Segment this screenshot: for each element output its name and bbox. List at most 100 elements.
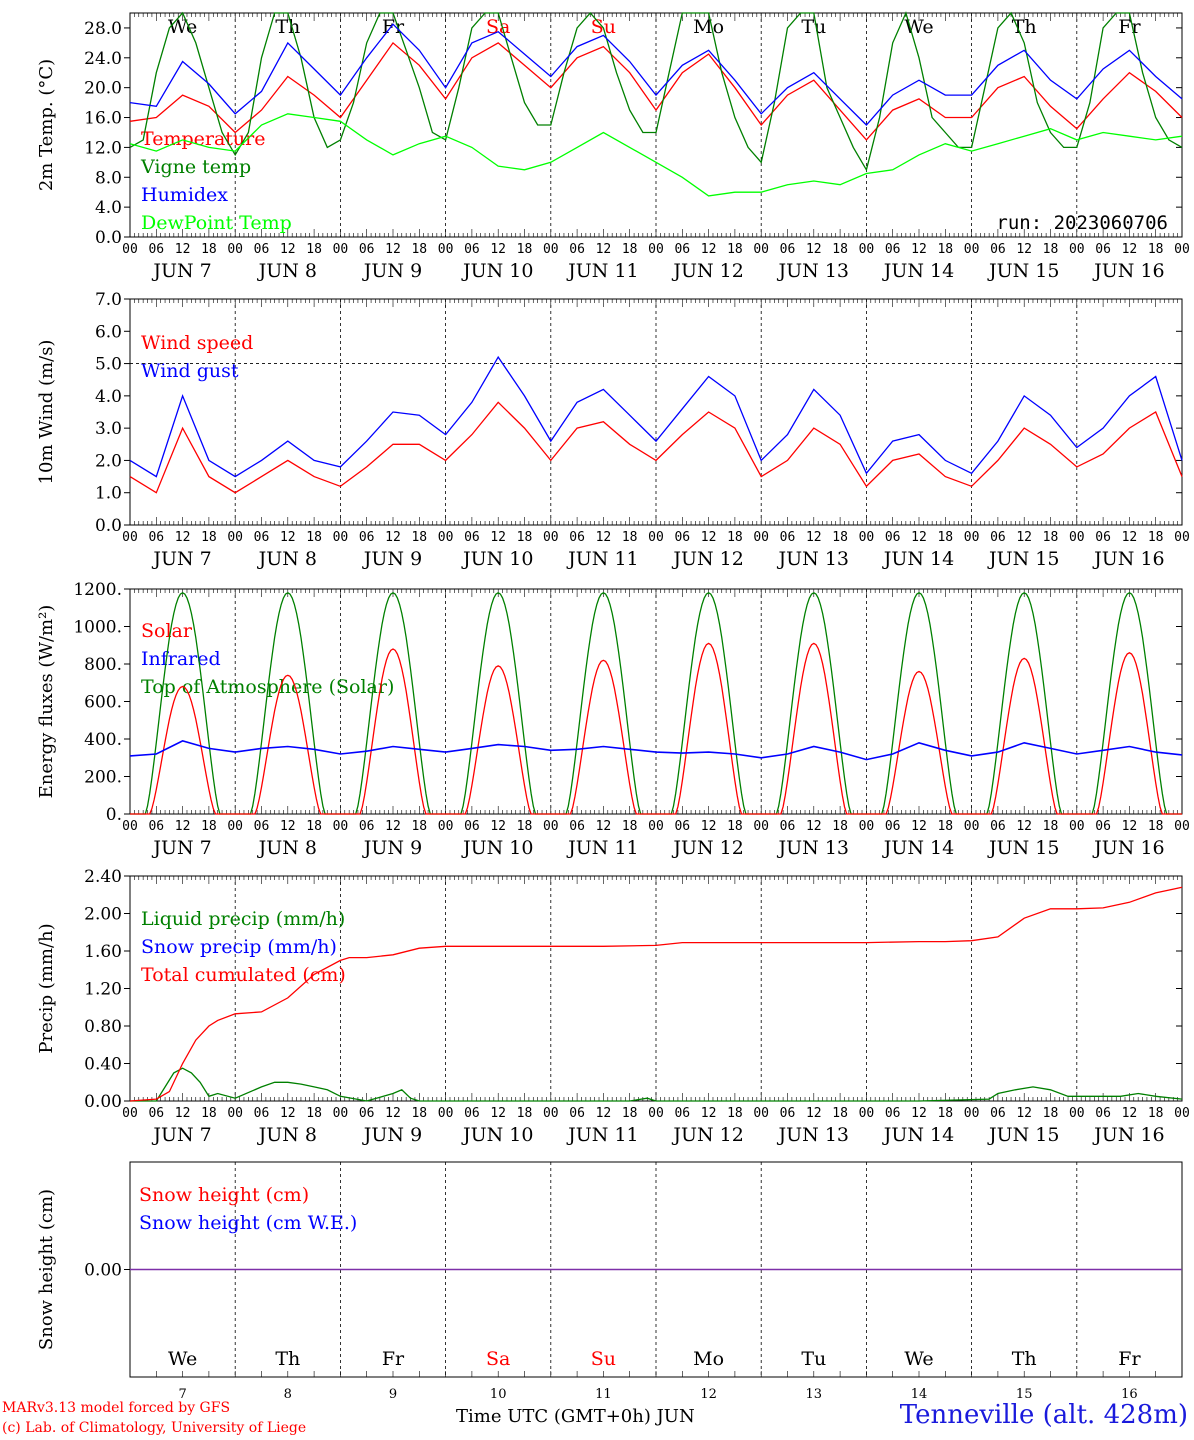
- hour-tick-label: 00: [1174, 819, 1190, 834]
- y-tick-label: 1.0: [95, 484, 122, 504]
- date-label: JUN 10: [461, 260, 533, 282]
- hour-tick-label: 18: [937, 1106, 953, 1121]
- hour-tick-label: 06: [464, 819, 480, 834]
- y-tick-label: 12.0: [84, 138, 122, 158]
- hour-tick-label: 06: [885, 530, 901, 545]
- hour-tick-label: 06: [464, 242, 480, 257]
- hour-tick-label: 06: [780, 242, 796, 257]
- hour-tick-label: 00: [1174, 530, 1190, 545]
- weekday-label: Mo: [693, 1348, 724, 1370]
- hour-tick-label: 00: [859, 530, 875, 545]
- hour-tick-label: 12: [701, 530, 717, 545]
- y-tick-label: 0.40: [84, 1055, 122, 1075]
- y-axis-label: 2m Temp. (°C): [36, 59, 57, 191]
- legend-entry: Liquid precip (mm/h): [141, 908, 345, 930]
- day-number-label: 15: [1016, 1387, 1033, 1402]
- hour-tick-label: 00: [964, 819, 980, 834]
- date-label: JUN 16: [1092, 260, 1164, 282]
- hour-tick-label: 18: [517, 1106, 533, 1121]
- hour-tick-label: 06: [990, 1106, 1006, 1121]
- hour-tick-label: 00: [753, 242, 769, 257]
- y-tick-label: 20.0: [84, 79, 122, 99]
- hour-tick-label: 18: [517, 530, 533, 545]
- hour-tick-label: 00: [122, 1106, 138, 1121]
- y-axis-label: Precip (mm/h): [36, 923, 57, 1053]
- hour-tick-label: 00: [964, 530, 980, 545]
- weekday-label: Su: [591, 1348, 616, 1370]
- date-label: JUN 13: [777, 260, 849, 282]
- weekday-label: Tu: [801, 16, 826, 38]
- y-tick-label: 4.0: [95, 198, 122, 218]
- hour-tick-label: 00: [333, 242, 349, 257]
- date-label: JUN 12: [671, 837, 743, 859]
- y-tick-label: 600.: [84, 693, 122, 713]
- hour-tick-label: 12: [175, 242, 191, 257]
- hour-tick-label: 18: [306, 819, 322, 834]
- series-line-solar: [130, 642, 1182, 815]
- hour-tick-label: 06: [148, 1106, 164, 1121]
- hour-tick-label: 00: [333, 1106, 349, 1121]
- hour-tick-label: 18: [727, 1106, 743, 1121]
- date-label: JUN 16: [1092, 548, 1164, 570]
- legend-entry: Snow height (cm): [139, 1184, 309, 1206]
- run-annotation: run: 2023060706: [996, 212, 1168, 234]
- weekday-label: Th: [1012, 1348, 1037, 1370]
- series-line-vigne-temp: [129, 11, 1183, 172]
- lab-credit: (c) Lab. of Climatology, University of L…: [2, 1420, 307, 1436]
- date-label: JUN 14: [882, 1124, 954, 1146]
- y-tick-label: 3.0: [95, 419, 122, 439]
- date-label: JUN 11: [566, 260, 638, 282]
- date-label: JUN 11: [566, 548, 638, 570]
- hour-tick-label: 06: [569, 242, 585, 257]
- date-label: JUN 14: [882, 837, 954, 859]
- hour-tick-label: 00: [122, 819, 138, 834]
- hour-tick-label: 18: [306, 242, 322, 257]
- hour-tick-label: 18: [1043, 1106, 1059, 1121]
- hour-tick-label: 06: [254, 530, 270, 545]
- date-label: JUN 9: [362, 1124, 422, 1146]
- hour-tick-label: 12: [280, 1106, 296, 1121]
- model-credit: MARv3.13 model forced by GFS: [2, 1400, 231, 1416]
- y-tick-label: 4.0: [95, 387, 122, 407]
- date-label: JUN 15: [987, 1124, 1059, 1146]
- y-tick-label: 1000.: [73, 618, 122, 638]
- weekday-label: Mo: [693, 16, 724, 38]
- hour-tick-label: 06: [569, 530, 585, 545]
- hour-tick-label: 18: [1148, 530, 1164, 545]
- hour-tick-label: 18: [1148, 1106, 1164, 1121]
- hour-tick-label: 12: [806, 242, 822, 257]
- weekday-label: We: [904, 16, 933, 38]
- hour-tick-label: 18: [201, 1106, 217, 1121]
- hour-tick-label: 12: [175, 819, 191, 834]
- hour-tick-label: 18: [306, 1106, 322, 1121]
- hour-tick-label: 12: [911, 819, 927, 834]
- hour-tick-label: 18: [622, 819, 638, 834]
- hour-tick-label: 00: [227, 530, 243, 545]
- date-label: JUN 12: [671, 548, 743, 570]
- hour-tick-label: 00: [543, 1106, 559, 1121]
- hour-tick-label: 00: [753, 819, 769, 834]
- hour-tick-label: 12: [1122, 242, 1138, 257]
- y-tick-label: 7.0: [95, 290, 122, 310]
- legend-entry: Infrared: [141, 648, 221, 670]
- hour-tick-label: 06: [990, 819, 1006, 834]
- hour-tick-label: 06: [359, 530, 375, 545]
- y-tick-label: 0.: [106, 805, 122, 825]
- hour-tick-label: 06: [1095, 1106, 1111, 1121]
- legend-entry: DewPoint Temp: [141, 212, 292, 234]
- hour-tick-label: 00: [964, 242, 980, 257]
- hour-tick-label: 00: [122, 530, 138, 545]
- hour-tick-label: 12: [490, 819, 506, 834]
- x-axis-title: Time UTC (GMT+0h) JUN: [456, 1406, 695, 1427]
- hour-tick-label: 00: [438, 1106, 454, 1121]
- hour-tick-label: 06: [1095, 530, 1111, 545]
- y-tick-label: 800.: [84, 655, 122, 675]
- hour-tick-label: 12: [385, 242, 401, 257]
- y-tick-label: 5.0: [95, 355, 122, 375]
- hour-tick-label: 12: [1122, 530, 1138, 545]
- hour-tick-label: 18: [622, 530, 638, 545]
- date-label: JUN 7: [151, 1124, 211, 1146]
- hour-tick-label: 06: [780, 819, 796, 834]
- hour-tick-label: 12: [911, 1106, 927, 1121]
- hour-tick-label: 00: [964, 1106, 980, 1121]
